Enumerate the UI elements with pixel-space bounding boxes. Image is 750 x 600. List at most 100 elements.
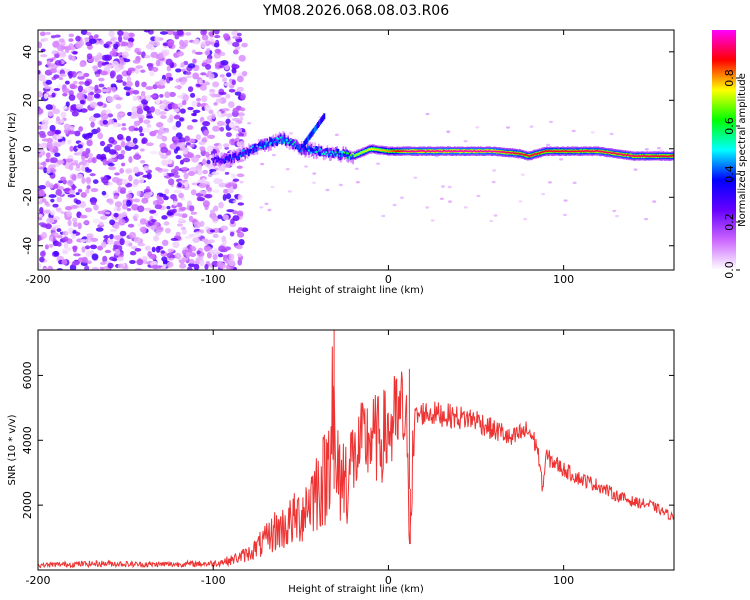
heatmap-ridge-cell xyxy=(473,150,476,152)
heatmap-noise-cell xyxy=(143,30,151,33)
heatmap-noise-cell xyxy=(166,30,175,35)
heatmap-ridge-cell xyxy=(510,152,513,154)
heatmap-ridge-cell xyxy=(235,151,238,159)
heatmap-branch-cell xyxy=(307,135,310,142)
heatmap-ridge-cell xyxy=(321,152,324,155)
heatmap-noise-cell xyxy=(218,91,227,95)
heatmap-ridge-cell xyxy=(319,146,321,154)
heatmap-noise-cell xyxy=(185,31,192,36)
heatmap-ridge-cell xyxy=(235,156,238,159)
heatmap-noise-cell xyxy=(49,63,56,68)
heatmap-noise-cell xyxy=(96,127,101,133)
heatmap-noise-cell xyxy=(119,238,125,246)
heatmap-ridge-cell xyxy=(228,154,231,157)
heatmap-ridge-cell xyxy=(652,155,655,157)
heatmap-noise-cell xyxy=(127,37,135,43)
heatmap-noise-cell xyxy=(213,205,219,212)
heatmap-faint-cell xyxy=(311,181,316,184)
heatmap-branch-cell xyxy=(311,129,314,136)
heatmap-ridge-cell xyxy=(560,150,563,153)
heatmap-ridge-cell xyxy=(551,150,553,153)
heatmap-ridge-cell xyxy=(463,150,466,152)
heatmap-noise-cell xyxy=(78,81,85,85)
heatmap-noise-cell xyxy=(195,51,203,55)
heatmap-noise-cell xyxy=(226,209,235,213)
heatmap-noise-cell xyxy=(105,109,112,115)
heatmap-noise-cell xyxy=(225,132,232,138)
heatmap-noise-cell xyxy=(138,117,144,124)
heatmap-noise-cell xyxy=(185,142,191,146)
heatmap-noise-cell xyxy=(213,42,220,48)
heatmap-noise-cell xyxy=(62,92,68,97)
heatmap-noise-cell xyxy=(46,141,53,149)
snr-x-tick-label: 100 xyxy=(553,574,574,587)
heatmap-noise-cell xyxy=(45,152,51,159)
heatmap-noise-cell xyxy=(61,259,68,265)
heatmap-noise-cell xyxy=(160,146,169,154)
heatmap-ridge-cell xyxy=(239,155,242,158)
heatmap-branch-cell xyxy=(314,124,317,131)
heatmap-ridge-cell xyxy=(356,153,358,156)
heatmap-ridge-cell xyxy=(604,151,607,154)
heatmap-ridge-cell xyxy=(484,150,487,152)
heatmap-noise-cell xyxy=(224,183,232,189)
heatmap-ridge-cell xyxy=(455,150,457,153)
heatmap-ridge-cell xyxy=(623,154,625,156)
heatmap-ridge-cell xyxy=(227,157,229,160)
heatmap-ridge-cell xyxy=(391,150,394,152)
heatmap-ridge-cell xyxy=(443,150,445,152)
heatmap-noise-cell xyxy=(187,86,194,93)
heatmap-noise-cell xyxy=(113,244,119,250)
heatmap-ridge-cell xyxy=(640,155,643,157)
heatmap-noise-cell xyxy=(92,179,99,184)
heatmap-noise-cell xyxy=(181,213,188,219)
heatmap-noise-cell xyxy=(89,173,96,177)
heatmap-branch-cell xyxy=(319,119,322,126)
heatmap-noise-cell xyxy=(139,148,145,152)
heatmap-noise-cell xyxy=(75,35,81,42)
heatmap-ridge-cell xyxy=(472,150,475,152)
heatmap-ridge-cell xyxy=(559,150,562,153)
heatmap-noise-cell xyxy=(68,72,73,79)
heatmap-noise-cell xyxy=(219,74,225,78)
heatmap-faint-cell xyxy=(563,213,568,217)
heatmap-noise-cell xyxy=(112,122,118,128)
heatmap-noise-cell xyxy=(236,165,243,169)
heatmap-noise-cell xyxy=(99,140,106,147)
heatmap-ridge-cell xyxy=(436,150,439,152)
heatmap-noise-cell xyxy=(83,220,90,225)
heatmap-noise-cell xyxy=(62,230,69,236)
heatmap-noise-cell xyxy=(209,249,214,255)
heatmap-ridge-cell xyxy=(251,147,254,155)
heatmap-noise-cell xyxy=(79,61,86,68)
heatmap-noise-cell xyxy=(150,94,157,99)
heatmap-noise-cell xyxy=(213,178,221,185)
heatmap-ridge-cell xyxy=(411,150,413,153)
heatmap-noise-cell xyxy=(164,91,171,99)
heatmap-noise-cell xyxy=(231,67,237,74)
heatmap-noise-cell xyxy=(120,187,127,193)
heatmap-noise-cell xyxy=(154,36,160,42)
heatmap-noise-cell xyxy=(160,115,167,120)
heatmap-noise-cell xyxy=(238,54,246,62)
heatmap-ridge-cell xyxy=(337,148,340,154)
snr-y-axis-label: SNR (10 * v/v) xyxy=(7,414,18,485)
heatmap-noise-cell xyxy=(133,154,142,160)
heatmap-noise-cell xyxy=(175,146,181,151)
heatmap-faint-cell xyxy=(447,200,452,203)
heatmap-ridge-cell xyxy=(348,156,351,159)
heatmap-noise-cell xyxy=(141,197,149,204)
heatmap-ridge-cell xyxy=(335,147,337,155)
heatmap-noise-cell xyxy=(187,106,194,111)
heatmap-ridge-cell xyxy=(593,150,596,152)
heatmap-noise-cell xyxy=(207,146,214,152)
heatmap-noise-cell xyxy=(236,86,244,92)
heatmap-ridge-cell xyxy=(298,143,300,152)
heatmap-ridge-cell xyxy=(260,146,262,149)
heatmap-ridge-cell xyxy=(629,155,632,157)
heatmap-noise-cell xyxy=(43,167,48,174)
heatmap-ridge-cell xyxy=(416,150,418,153)
heatmap-ridge-cell xyxy=(546,150,548,153)
heatmap-noise-cell xyxy=(108,198,114,205)
heatmap-faint-cell xyxy=(413,176,418,179)
